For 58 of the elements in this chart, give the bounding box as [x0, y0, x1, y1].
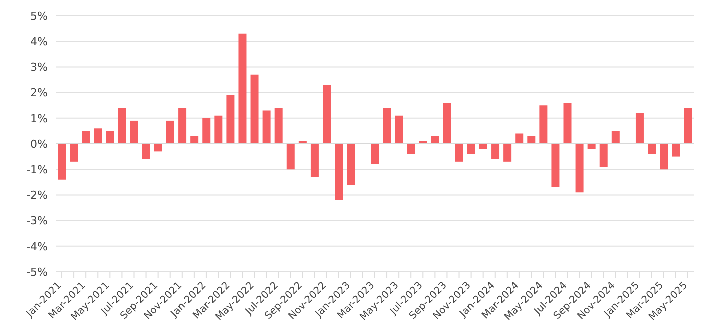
y-tick-label: -3% [26, 214, 48, 228]
bar [600, 144, 608, 168]
y-tick-label: 0% [30, 138, 48, 151]
bar [70, 144, 78, 162]
bar [636, 113, 644, 144]
bar [286, 144, 295, 170]
bar [516, 134, 524, 144]
y-tick-label: -2% [26, 189, 48, 202]
bar [262, 110, 271, 144]
bar [528, 136, 536, 144]
bar [540, 106, 548, 144]
bar [552, 144, 560, 188]
bar [322, 85, 331, 144]
bar [660, 144, 668, 170]
y-tick-label: 5% [30, 10, 48, 23]
bar [82, 131, 90, 144]
bar [431, 136, 440, 144]
bar [504, 144, 512, 162]
bar [455, 144, 464, 162]
bar [94, 128, 102, 144]
bar [274, 108, 283, 144]
bar [106, 131, 114, 144]
y-tick-label: -1% [26, 164, 48, 177]
bar [130, 120, 138, 144]
bar [118, 108, 126, 144]
bar [178, 108, 187, 144]
bar [684, 108, 692, 144]
bar [672, 144, 680, 157]
bar [347, 144, 356, 185]
y-tick-label: 3% [30, 61, 48, 74]
bar [395, 116, 404, 144]
bar [383, 108, 392, 144]
bar [310, 144, 319, 178]
bar [250, 74, 259, 144]
bar [142, 144, 150, 160]
bar [564, 103, 572, 144]
y-tick-label: 4% [30, 36, 48, 49]
bar [335, 144, 344, 200]
bar [648, 144, 656, 154]
y-tick-label: 1% [30, 112, 48, 126]
bar [226, 95, 235, 144]
bar [576, 144, 584, 193]
bar [492, 144, 500, 160]
bar [443, 103, 452, 144]
bar [612, 131, 620, 144]
bar [202, 118, 211, 144]
bar [154, 144, 162, 152]
bar [166, 120, 175, 144]
y-tick-label: -5% [26, 266, 48, 279]
bar [190, 136, 199, 144]
y-tick-label: 2% [30, 86, 48, 100]
bar [371, 144, 380, 164]
bar [467, 144, 476, 154]
bar [407, 144, 416, 154]
bar [238, 34, 247, 144]
bar [58, 144, 66, 180]
bar [214, 116, 223, 144]
y-tick-label: -4% [26, 240, 48, 254]
